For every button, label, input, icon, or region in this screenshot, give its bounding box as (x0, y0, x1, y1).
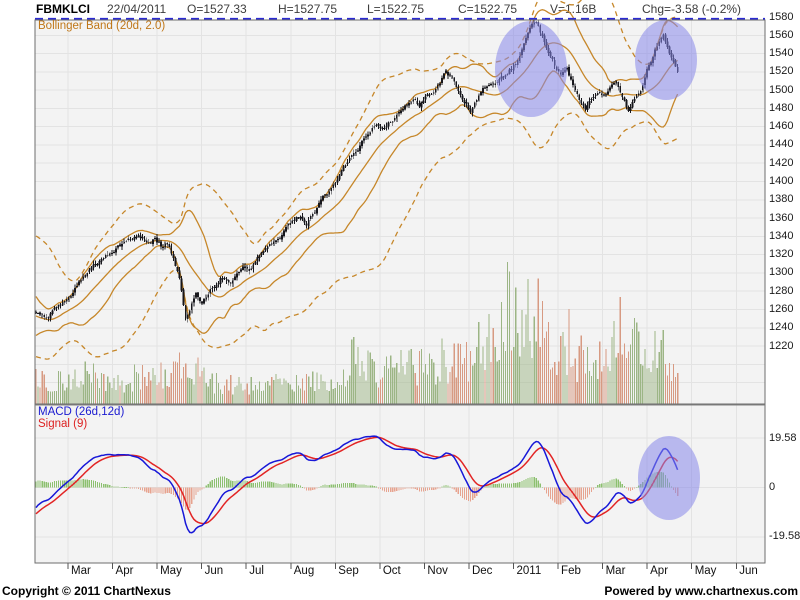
highlight-ellipse (495, 21, 567, 117)
quote-close: C=1522.75 (458, 2, 518, 16)
signal-indicator-label: Signal (9) (38, 418, 88, 430)
highlight-ellipse (638, 436, 700, 520)
macd-indicator-label: MACD (26d,12d) (38, 406, 125, 418)
quote-header: FBMKLCI 22/04/2011 O=1527.33 H=1527.75 L… (0, 2, 800, 18)
symbol-label: FBMKLCI (36, 2, 90, 16)
quote-change: Chg=-3.58 (-0.2%) (642, 2, 742, 16)
copyright-text: Copyright © 2011 ChartNexus (2, 584, 171, 598)
highlight-ellipse (635, 20, 697, 100)
bollinger-indicator-label: Bollinger Band (20d, 2.0) (38, 20, 166, 32)
quote-high: H=1527.75 (278, 2, 338, 16)
quote-open: O=1527.33 (187, 2, 247, 16)
quote-volume: V=1.16B (550, 2, 597, 16)
quote-low: L=1522.75 (367, 2, 425, 16)
quote-date: 22/04/2011 (107, 2, 167, 16)
powered-by-text: Powered by www.chartnexus.com (604, 584, 798, 598)
